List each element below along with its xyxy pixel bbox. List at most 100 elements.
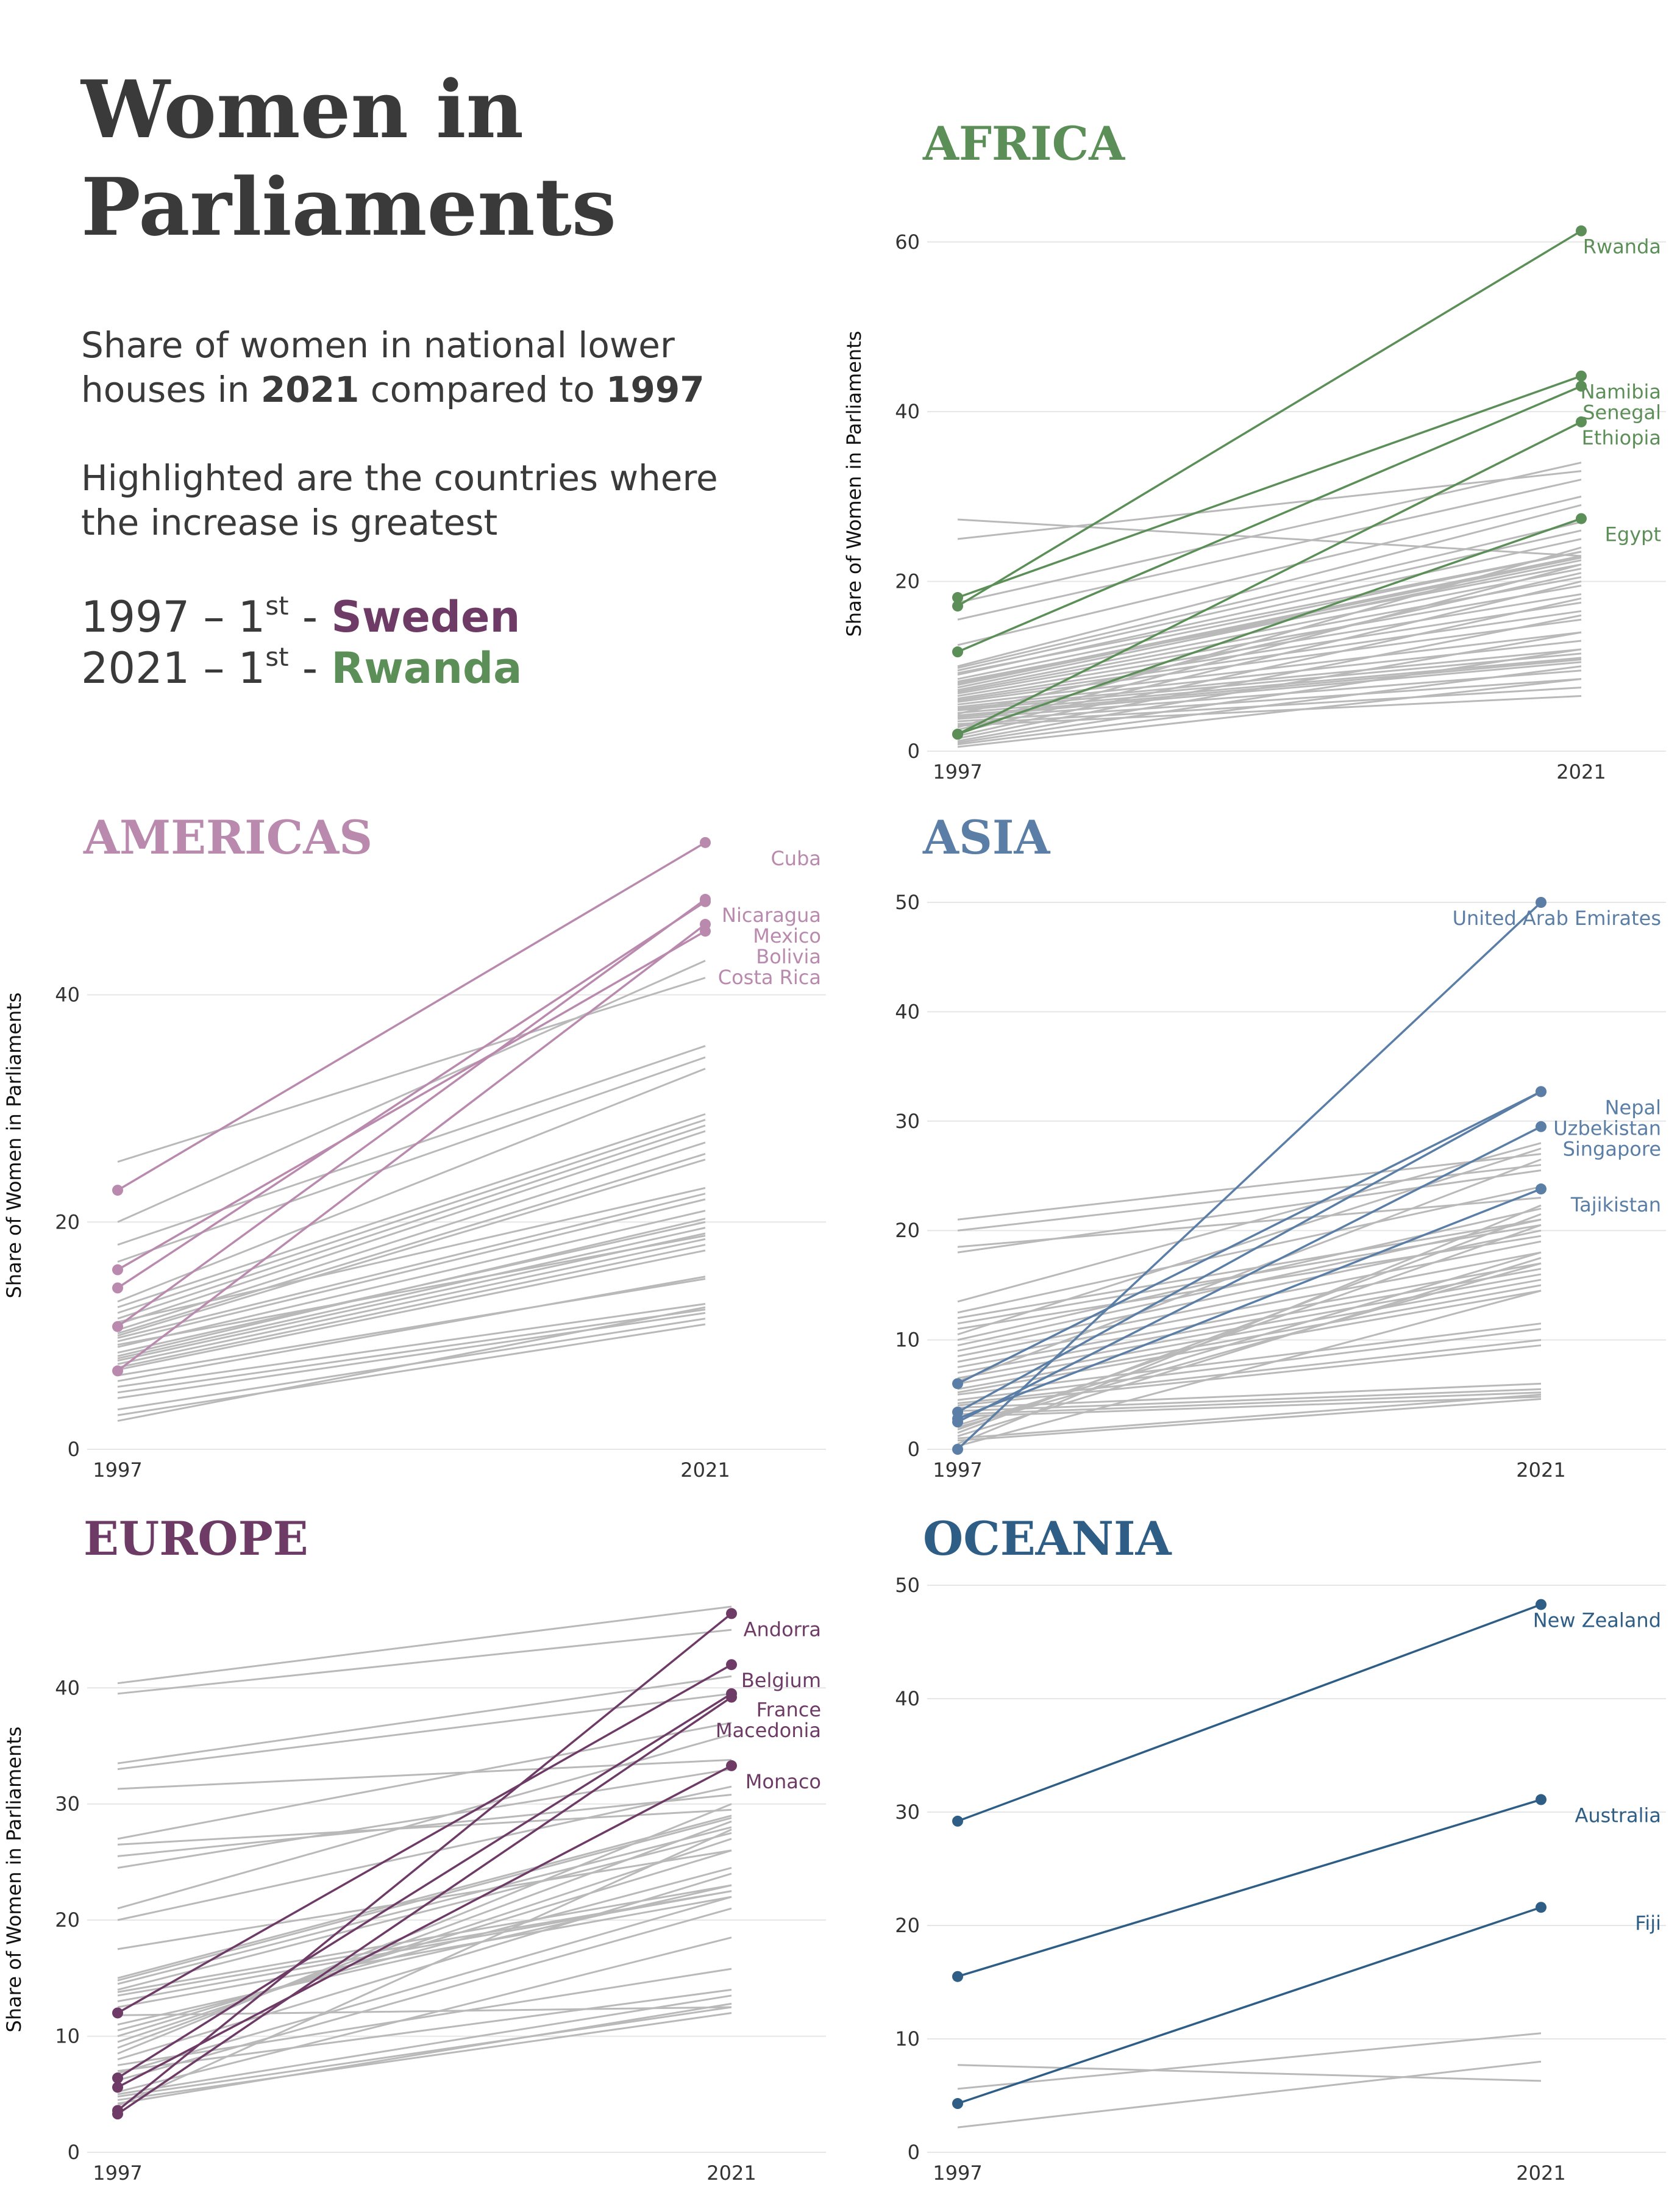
y-tick-label: 20 xyxy=(895,1914,920,1937)
point-1997 xyxy=(952,729,963,740)
country-line-other xyxy=(117,1238,706,1365)
rank-1997-sep: – 1 xyxy=(190,592,266,642)
country-line-other xyxy=(957,1290,1542,1447)
country-line-other xyxy=(117,1130,706,1326)
country-line-other xyxy=(117,1249,706,1371)
country-line-other xyxy=(117,1988,732,2072)
point-2021 xyxy=(1576,380,1587,392)
country-line-other xyxy=(117,1817,732,1982)
point-1997 xyxy=(112,2007,123,2019)
country-line-france xyxy=(117,1693,732,2079)
country-label: Singapore xyxy=(1563,1137,1661,1160)
country-line-other xyxy=(117,1693,732,1771)
point-2021 xyxy=(1536,1794,1547,1805)
country-line-egypt xyxy=(957,517,1582,735)
point-1997 xyxy=(112,1264,123,1276)
country-line-fiji xyxy=(957,1906,1542,2105)
country-line-other xyxy=(117,1820,732,2049)
y-tick-label: 50 xyxy=(895,891,920,914)
country-line-other xyxy=(117,1198,706,1343)
country-line-uzbekistan xyxy=(957,1090,1542,1385)
y-tick-label: 0 xyxy=(908,2141,920,2164)
subtitle-year-1997: 1997 xyxy=(606,369,705,410)
country-line-australia xyxy=(957,1798,1542,1978)
y-tick-label: 60 xyxy=(895,230,920,254)
y-tick-label: 0 xyxy=(68,2141,80,2164)
y-tick-label: 10 xyxy=(895,1329,920,1352)
chart-africa: AFRICA 0 20 40 60 1997 2021 Share of Women in P… xyxy=(842,116,1666,783)
point-2021 xyxy=(1536,1183,1547,1195)
country-line-other xyxy=(117,1884,732,2025)
point-1997 xyxy=(952,1378,963,1390)
point-2021 xyxy=(726,1608,737,1619)
rank-2021-dash: - xyxy=(288,643,332,693)
rank-2021-sep: – 1 xyxy=(190,643,266,693)
y-tick-label: 40 xyxy=(55,1676,80,1699)
country-line-other xyxy=(957,1169,1542,1254)
point-1997 xyxy=(112,1282,123,1294)
country-line-other xyxy=(957,1396,1542,1418)
country-line-other xyxy=(957,1153,1542,1221)
rank-1997-dash: - xyxy=(288,592,332,642)
country-line-other xyxy=(957,1284,1542,1390)
y-tick-label: 30 xyxy=(55,1793,80,1816)
rank-1997-year: 1997 xyxy=(81,592,190,642)
country-line-other xyxy=(117,1829,732,2107)
rank-1997-country: Sweden xyxy=(331,592,521,642)
point-2021 xyxy=(726,1760,737,1771)
country-line-other xyxy=(957,1393,1542,1440)
point-1997 xyxy=(112,2072,123,2084)
country-line-other xyxy=(957,1142,1542,1303)
country-line-other xyxy=(117,1308,706,1394)
point-2021 xyxy=(700,837,711,848)
country-line-other xyxy=(117,1227,706,1360)
country-label: Ethiopia xyxy=(1582,426,1661,449)
point-1997 xyxy=(112,2082,123,2093)
country-line-other xyxy=(957,1397,1542,1442)
x-tick-label: 1997 xyxy=(93,2161,142,2185)
country-line-cuba xyxy=(117,841,706,1191)
page-title: Women in Parliaments xyxy=(81,63,617,254)
y-axis-label: Share of Women in Parliaments xyxy=(842,331,866,637)
point-1997 xyxy=(952,1413,963,1424)
x-tick-label: 2021 xyxy=(1556,760,1606,783)
country-line-other xyxy=(117,1306,706,1422)
subtitle: Share of women in national lower houses … xyxy=(81,323,782,412)
x-tick-label: 1997 xyxy=(933,1458,982,1482)
country-line-bolivia xyxy=(116,923,707,1372)
point-1997 xyxy=(952,1971,963,1982)
y-tick-label: 20 xyxy=(55,1210,80,1233)
point-2021 xyxy=(1536,1599,1547,1610)
country-label: Namibia xyxy=(1581,380,1661,404)
country-label: Nepal xyxy=(1605,1096,1661,1119)
country-line-other xyxy=(117,2006,732,2098)
x-tick-label: 2021 xyxy=(680,1458,730,1482)
country-line-other xyxy=(957,648,1582,744)
country-line-other xyxy=(117,1849,732,2038)
country-line-other xyxy=(117,1141,706,1331)
country-line-other xyxy=(957,2064,1542,2082)
country-line-other xyxy=(957,631,1582,705)
chart-europe: EUROPE 0 10 20 30 40 1997 2021 Share of Women in… xyxy=(2,1511,826,2185)
country-label: France xyxy=(756,1698,821,1721)
country-line-other xyxy=(957,665,1582,746)
y-tick-label: 40 xyxy=(55,983,80,1007)
rank-1997: 1997 – 1st - Sweden xyxy=(81,591,520,649)
country-line-other xyxy=(957,462,1582,604)
country-label: Bolivia xyxy=(756,945,821,968)
country-line-other xyxy=(957,640,1582,708)
country-line-nicaragua xyxy=(116,898,707,1328)
y-tick-label: 40 xyxy=(895,1000,920,1023)
country-line-other xyxy=(117,1045,706,1246)
country-line-other xyxy=(117,2012,732,2101)
point-2021 xyxy=(1536,1121,1547,1132)
country-line-other xyxy=(957,470,1582,540)
country-line-other xyxy=(957,593,1582,697)
country-label: Nicaragua xyxy=(722,904,821,927)
country-label: Australia xyxy=(1575,1804,1661,1827)
subtitle-year-2021: 2021 xyxy=(260,369,360,410)
country-line-macedonia xyxy=(117,1696,732,2115)
y-tick-label: 40 xyxy=(895,400,920,423)
country-line-other xyxy=(117,1153,706,1335)
point-2021 xyxy=(1536,1902,1547,1913)
